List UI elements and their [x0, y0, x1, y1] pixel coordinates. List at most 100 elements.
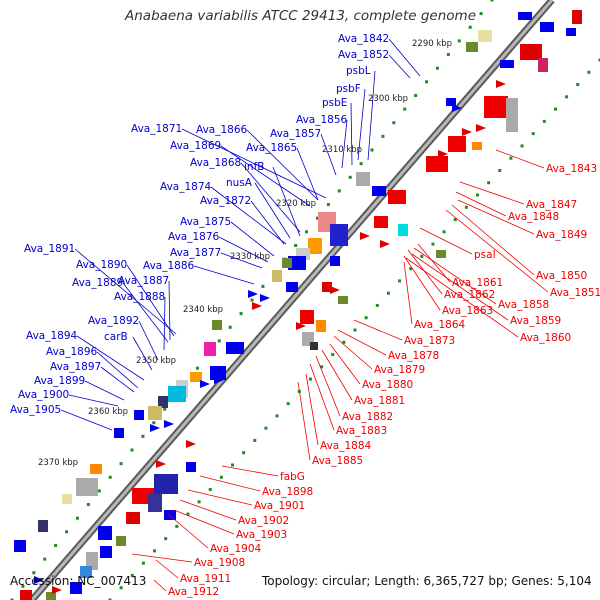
- track-dot: [587, 70, 591, 74]
- kbp-tick-label: 2300 kbp: [368, 94, 408, 104]
- minus-strand-label: Ava_1848: [508, 211, 559, 223]
- minus-label-leader: [297, 381, 311, 461]
- track-dot: [425, 80, 429, 84]
- track-dot: [509, 156, 513, 160]
- track-dot: [403, 107, 407, 111]
- plus-label-leader: [357, 88, 366, 161]
- track-dot: [353, 328, 357, 332]
- plus-label-leader: [367, 70, 376, 161]
- gene-feature: [282, 258, 292, 268]
- minus-label-leader: [337, 329, 387, 356]
- plus-strand-label: Ava_1865: [246, 142, 297, 154]
- track-dot: [208, 488, 212, 492]
- gene-arrow: [156, 460, 166, 468]
- minus-strand-label: Ava_1884: [320, 440, 372, 452]
- gene-feature: [300, 310, 314, 324]
- track-dot: [275, 414, 279, 418]
- minus-label-leader: [309, 363, 335, 431]
- gene-arrow: [248, 290, 258, 298]
- gene-feature: [466, 42, 478, 52]
- track-dot: [431, 242, 435, 246]
- plus-label-leader: [220, 252, 263, 269]
- track-dot: [542, 119, 546, 123]
- plus-strand-label: Ava_1868: [190, 157, 241, 169]
- minus-label-leader: [329, 343, 361, 385]
- gene-arrow: [164, 420, 174, 428]
- plus-strand-label: Ava_1871: [131, 123, 182, 135]
- minus-label-leader: [353, 319, 403, 341]
- gene-feature: [76, 478, 98, 496]
- gene-feature: [338, 296, 348, 304]
- minus-label-leader: [187, 489, 253, 506]
- plus-label-leader: [388, 54, 411, 79]
- track-dot: [468, 25, 472, 29]
- track-dot: [414, 93, 418, 97]
- minus-label-leader: [221, 465, 279, 477]
- track-dot: [598, 58, 600, 62]
- track-dot: [337, 189, 341, 193]
- kbp-tick-label: 2290 kbp: [412, 39, 452, 49]
- plus-strand-label: infB: [244, 161, 264, 173]
- minus-label-leader: [451, 204, 535, 276]
- plus-label-leader: [96, 351, 139, 389]
- plus-label-leader: [163, 296, 166, 351]
- minus-label-leader: [407, 249, 443, 295]
- gene-arrow: [186, 440, 196, 448]
- track-dot: [195, 366, 199, 370]
- minus-strand-label: Ava_1902: [238, 515, 289, 527]
- plus-label-leader: [254, 182, 291, 239]
- minus-label-leader: [459, 181, 525, 205]
- track-dot: [141, 561, 145, 565]
- plus-label-leader: [76, 335, 145, 381]
- gene-feature: [478, 30, 492, 42]
- minus-label-leader: [199, 475, 261, 492]
- gene-feature: [186, 462, 196, 472]
- minus-strand-label: Ava_1858: [498, 299, 549, 311]
- gene-feature: [330, 256, 340, 266]
- plus-strand-label: Ava_1894: [26, 330, 78, 342]
- track-dot: [253, 438, 257, 442]
- gene-feature: [80, 566, 92, 578]
- track-dot: [565, 95, 569, 99]
- plus-strand-label: Ava_1905: [10, 404, 61, 416]
- minus-strand-label: Ava_1863: [442, 305, 493, 317]
- gene-feature: [322, 282, 332, 292]
- track-dot: [315, 216, 319, 220]
- gene-feature: [540, 22, 554, 32]
- minus-strand-label: Ava_1881: [354, 395, 405, 407]
- gene-arrow: [360, 232, 370, 240]
- gene-feature: [20, 590, 32, 600]
- minus-strand-label: Ava_1880: [362, 379, 413, 391]
- minus-label-leader: [131, 553, 193, 563]
- gene-arrow: [452, 104, 462, 112]
- minus-label-leader: [155, 559, 179, 579]
- kbp-tick-label: 2310 kbp: [322, 145, 362, 155]
- gene-feature: [38, 520, 48, 532]
- track-dot: [409, 267, 413, 271]
- kbp-tick-label: 2360 kbp: [88, 407, 128, 417]
- plus-label-leader: [181, 128, 327, 199]
- gene-feature: [484, 96, 508, 118]
- minus-label-leader: [457, 199, 535, 235]
- minus-label-leader: [411, 253, 509, 321]
- plus-strand-label: Ava_1866: [196, 124, 248, 136]
- minus-label-leader: [403, 261, 413, 325]
- track-dot: [130, 448, 134, 452]
- gene-feature: [116, 536, 126, 546]
- minus-strand-label: Ava_1878: [388, 350, 439, 362]
- gene-arrow: [476, 124, 486, 132]
- gene-feature: [154, 474, 178, 494]
- track-dot: [359, 162, 363, 166]
- track-dot: [392, 121, 396, 125]
- gene-arrow: [496, 80, 506, 88]
- plus-label-leader: [210, 186, 287, 245]
- plus-label-leader: [341, 119, 348, 169]
- minus-label-leader: [419, 227, 473, 255]
- plus-strand-label: Ava_1887: [118, 275, 169, 287]
- minus-strand-label: Ava_1861: [452, 277, 503, 289]
- plus-label-leader: [320, 133, 337, 176]
- gene-feature: [426, 156, 448, 172]
- track-dot: [498, 168, 502, 172]
- gene-feature: [372, 186, 386, 196]
- track-dot: [294, 243, 298, 247]
